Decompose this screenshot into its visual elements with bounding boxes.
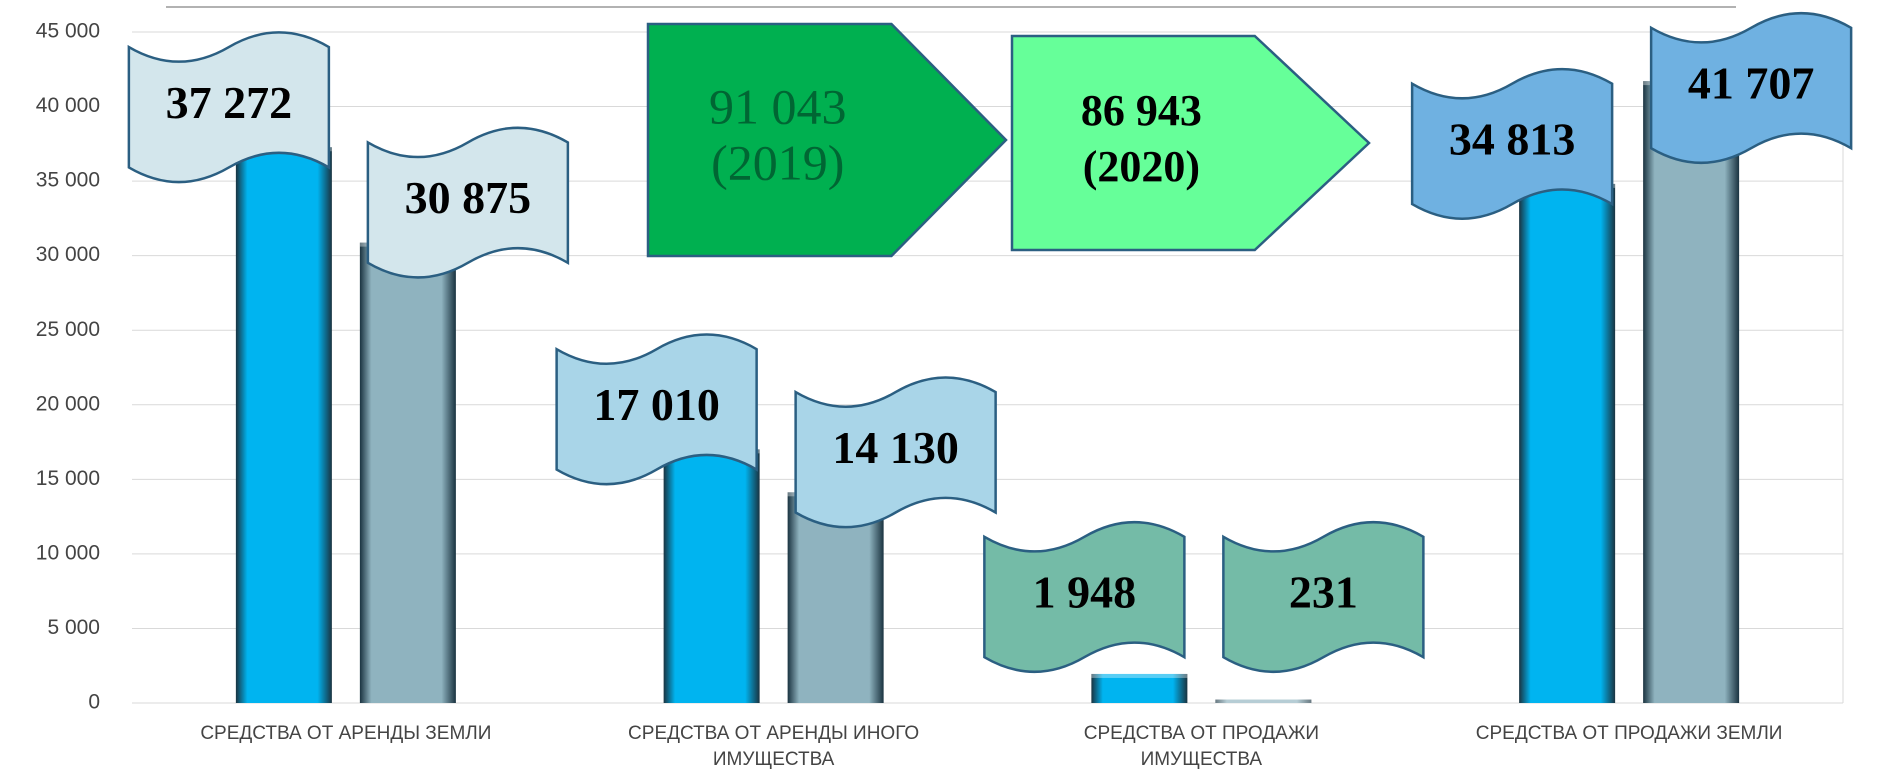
arrow-shape: [646, 22, 1008, 258]
bar: [663, 449, 760, 703]
bar: [1643, 81, 1740, 703]
y-tick-label: 35 000: [36, 169, 100, 192]
y-tick-label: 40 000: [36, 94, 100, 117]
x-tick-label: СРЕДСТВА ОТ АРЕНДЫ ИНОГО ИМУЩЕСТВА: [628, 723, 920, 770]
y-tick-label: 15 000: [36, 467, 100, 490]
label-flag: [983, 521, 1186, 673]
label-flag: [555, 333, 758, 486]
label-flag: [794, 376, 997, 529]
label-flag: [366, 126, 570, 279]
data-label: 41 707: [1688, 58, 1815, 109]
bar-cap: [1091, 673, 1188, 678]
y-tick-label: 10 000: [36, 541, 100, 564]
data-label: 231: [1289, 567, 1358, 618]
bar: [1215, 699, 1312, 703]
annotation-text: 86 943: [1081, 86, 1202, 135]
label-flag: [127, 31, 331, 184]
bar: [1091, 673, 1188, 703]
y-tick-label: 5 000: [47, 616, 100, 639]
label-flag: [1649, 12, 1853, 164]
bar: [359, 242, 456, 703]
y-tick-label: 0: [88, 691, 100, 714]
y-tick-label: 25 000: [36, 318, 100, 341]
data-label: 17 010: [593, 379, 720, 430]
annotation-text: 91 043: [709, 78, 847, 134]
data-label: 14 130: [832, 422, 959, 473]
data-label: 1 948: [1033, 567, 1137, 618]
annotation-text: (2019): [711, 134, 844, 190]
label-flag: [1410, 67, 1614, 220]
bar: [1519, 183, 1616, 704]
y-tick-label: 20 000: [36, 392, 100, 415]
arrow-shape: [1010, 34, 1371, 252]
bar-cap: [1215, 699, 1312, 704]
bar: [235, 147, 332, 704]
data-label: 37 272: [166, 77, 293, 128]
label-flag: [1222, 521, 1425, 673]
annotation-text: (2020): [1083, 142, 1200, 191]
x-tick-label: СРЕДСТВА ОТ ПРОДАЖИ ЗЕМЛИ: [1475, 723, 1783, 744]
y-tick-label: 45 000: [36, 20, 100, 43]
x-tick-label: СРЕДСТВА ОТ АРЕНДЫ ЗЕМЛИ: [200, 723, 492, 744]
x-tick-label: СРЕДСТВА ОТ ПРОДАЖИ ИМУЩЕСТВА: [1083, 723, 1320, 770]
data-label: 34 813: [1449, 113, 1576, 164]
y-tick-label: 30 000: [36, 243, 100, 266]
data-label: 30 875: [405, 172, 532, 223]
